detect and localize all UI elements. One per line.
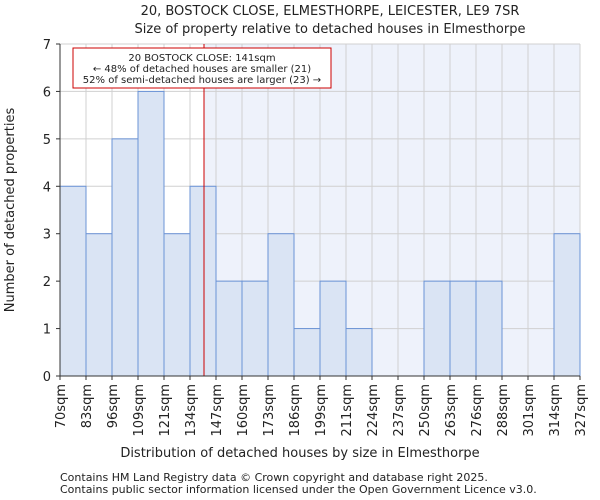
x-axis-label: Distribution of detached houses by size … (120, 446, 479, 461)
x-tick-label: 70sqm (54, 384, 69, 428)
histogram-bar (85, 233, 113, 377)
y-tick-label: 6 (43, 85, 51, 100)
histogram-bar (423, 280, 451, 377)
x-tick-label: 199sqm (314, 384, 329, 437)
x-tick-label: 314sqm (548, 384, 563, 437)
y-tick-label: 7 (43, 38, 51, 53)
annotation-line2: ← 48% of detached houses are smaller (21… (93, 64, 311, 75)
histogram-bar (293, 328, 321, 377)
y-axis-label: Number of detached properties (3, 108, 18, 313)
y-tick-label: 4 (43, 180, 51, 195)
histogram-bar (449, 280, 477, 377)
x-tick-label: 211sqm (340, 384, 355, 437)
x-tick-label: 301sqm (522, 384, 537, 437)
footer-line2: Contains public sector information licen… (60, 483, 537, 496)
histogram-bar (163, 233, 191, 377)
histogram-bar (553, 233, 581, 377)
x-tick-label: 250sqm (418, 384, 433, 437)
histogram-bar (59, 185, 87, 377)
histogram-bar (267, 233, 295, 377)
x-tick-label: 237sqm (392, 384, 407, 437)
x-tick-label: 288sqm (496, 384, 511, 437)
y-tick-label: 5 (43, 133, 51, 148)
x-tick-label: 134sqm (184, 384, 199, 437)
annotation-line3: 52% of semi-detached houses are larger (… (83, 75, 321, 86)
annotation-box (72, 47, 332, 89)
x-tick-label: 121sqm (158, 384, 173, 437)
y-tick-label: 3 (43, 228, 51, 243)
histogram-bar (215, 280, 243, 377)
x-tick-label: 173sqm (262, 384, 277, 437)
x-tick-label: 327sqm (574, 384, 589, 437)
y-tick-label: 2 (43, 275, 51, 290)
chart-title: 20, BOSTOCK CLOSE, ELMESTHORPE, LEICESTE… (141, 4, 520, 19)
histogram-bar (137, 90, 165, 377)
x-tick-label: 109sqm (132, 384, 147, 437)
histogram-bar (189, 185, 217, 377)
x-tick-label: 263sqm (444, 384, 459, 437)
x-tick-label: 160sqm (236, 384, 251, 437)
footer-line1: Contains HM Land Registry data © Crown c… (60, 471, 488, 484)
annotation-line1: 20 BOSTOCK CLOSE: 141sqm (128, 53, 275, 64)
x-tick-label: 96sqm (106, 384, 121, 428)
x-tick-label: 276sqm (470, 384, 485, 437)
y-tick-label: 1 (43, 323, 51, 338)
x-tick-label: 186sqm (288, 384, 303, 437)
x-tick-label: 224sqm (366, 384, 381, 437)
chart-subtitle: Size of property relative to detached ho… (135, 22, 526, 37)
histogram-bar (319, 280, 347, 377)
x-tick-label: 83sqm (80, 384, 95, 428)
histogram-bar (241, 280, 269, 377)
x-tick-label: 147sqm (210, 384, 225, 437)
y-tick-label: 0 (43, 370, 51, 385)
histogram-bar (345, 328, 373, 377)
histogram-bar (475, 280, 503, 377)
histogram-bar (111, 138, 139, 377)
